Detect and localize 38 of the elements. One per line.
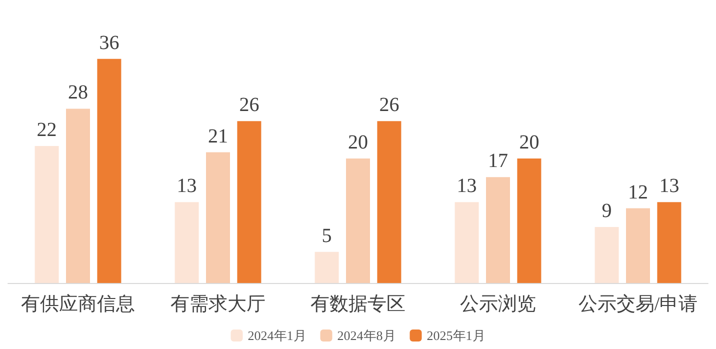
bar xyxy=(34,146,59,283)
data-label: 20 xyxy=(519,132,540,154)
bar xyxy=(314,252,339,283)
legend-label: 2024年8月 xyxy=(337,328,396,343)
bar xyxy=(346,158,370,283)
bar xyxy=(486,177,510,283)
data-label: 9 xyxy=(602,200,612,222)
bar xyxy=(454,202,479,283)
bar xyxy=(517,158,542,283)
bar xyxy=(206,152,230,283)
legend-label: 2024年1月 xyxy=(248,328,306,343)
data-label: 26 xyxy=(379,94,400,116)
data-label: 21 xyxy=(208,125,228,148)
bar xyxy=(657,202,682,283)
data-label: 17 xyxy=(488,150,508,172)
bar xyxy=(97,58,122,283)
bar xyxy=(66,108,90,283)
data-label: 5 xyxy=(322,224,332,247)
data-label: 26 xyxy=(239,94,260,116)
bar xyxy=(174,202,199,283)
x-tick-label: 有供应商信息 xyxy=(21,293,135,315)
data-label: 13 xyxy=(659,175,680,198)
bar xyxy=(594,226,619,283)
bar xyxy=(377,121,402,283)
data-label: 12 xyxy=(628,181,648,204)
data-label: 13 xyxy=(176,175,197,198)
x-tick-label: 有数据专区 xyxy=(310,294,406,315)
data-label: 28 xyxy=(68,82,88,104)
legend-label: 2025年1月 xyxy=(426,328,486,343)
x-tick-label: 公示浏览 xyxy=(460,294,536,315)
x-tick-label: 公示交易/申请 xyxy=(578,293,698,315)
x-tick-label: 有需求大厅 xyxy=(170,294,266,315)
data-label: 36 xyxy=(99,32,120,54)
data-label: 22 xyxy=(36,119,57,142)
bar xyxy=(626,208,650,283)
data-label: 20 xyxy=(348,132,368,154)
bar xyxy=(237,121,262,283)
data-label: 13 xyxy=(456,175,477,198)
